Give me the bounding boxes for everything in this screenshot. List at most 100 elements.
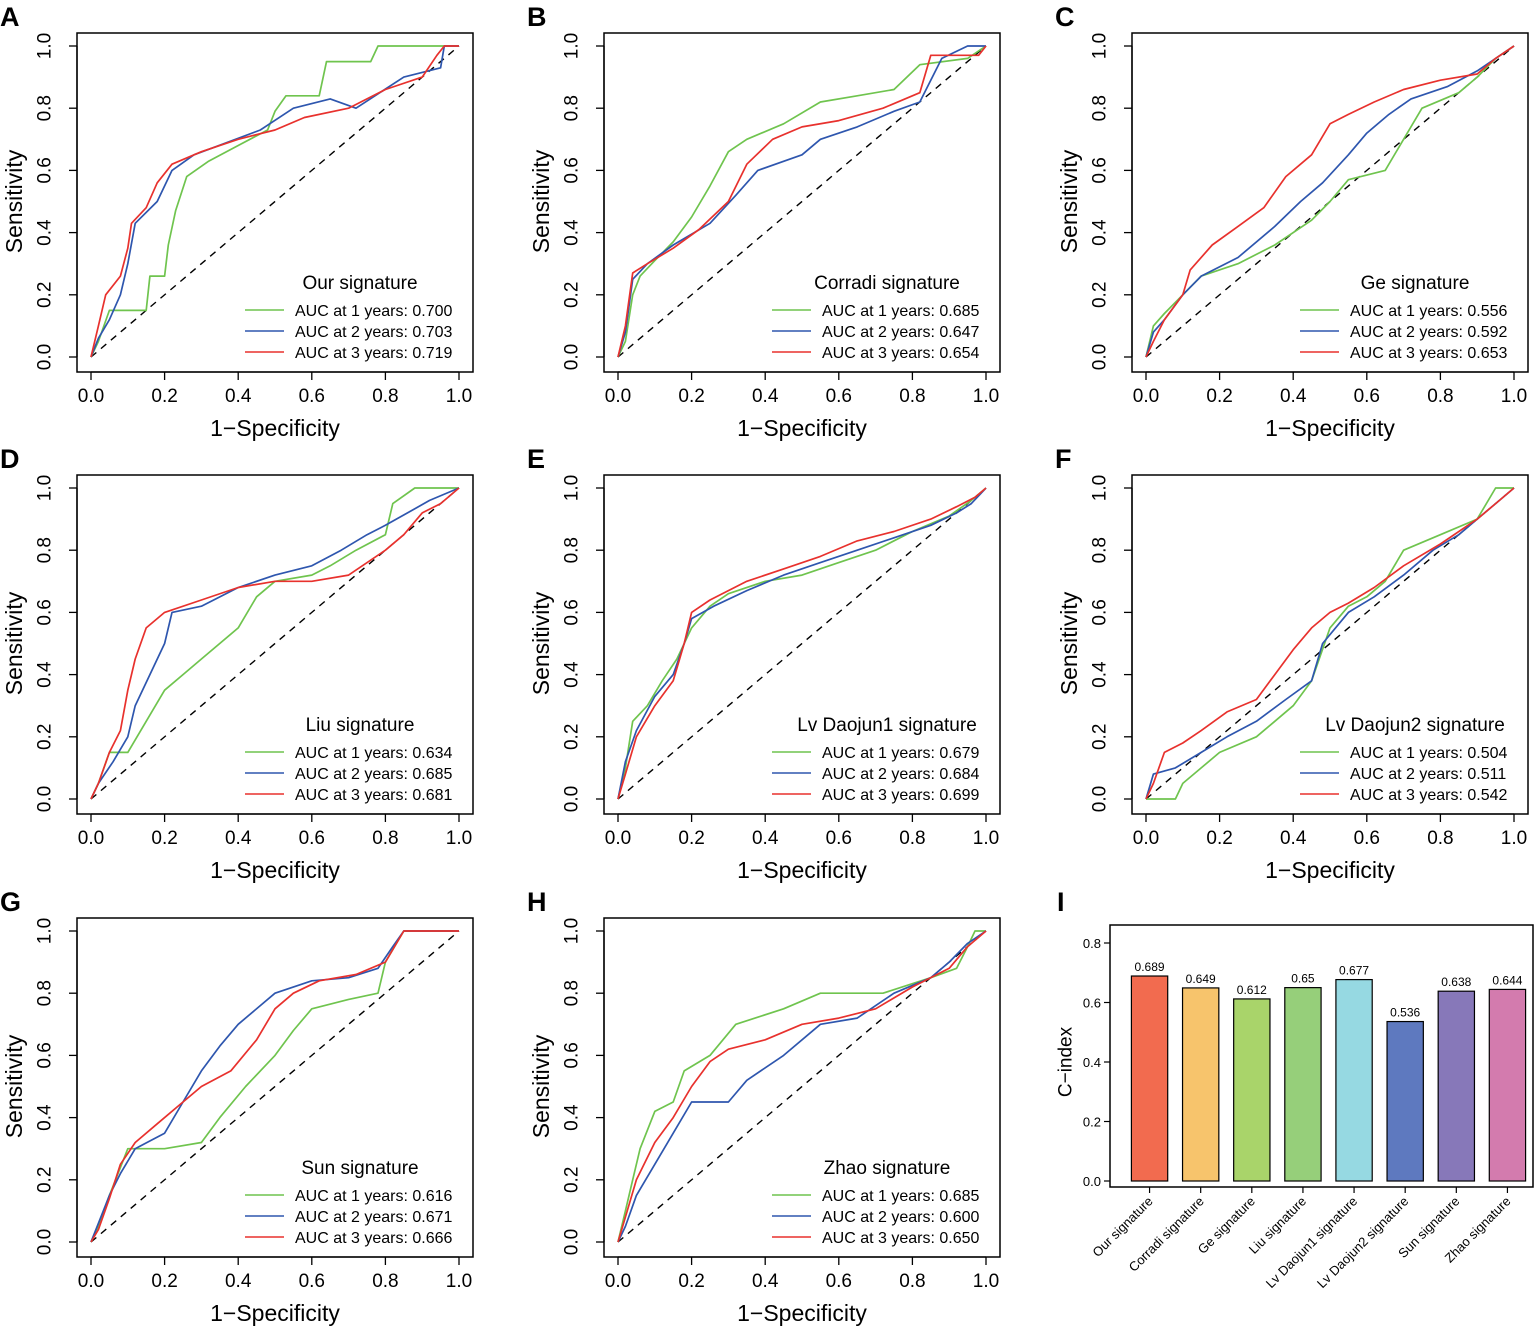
bar-6 <box>1386 1020 1424 1182</box>
panel-label: I <box>1057 887 1065 917</box>
x-axis-title: 1−Specificity <box>210 857 340 883</box>
roc-curve-year-1 <box>1146 487 1514 800</box>
legend-entry-year-1: AUC at 1 years: 0.616 <box>295 1188 453 1205</box>
roc-panel-g: G0.0 0.2 0.4 0.6 0.8 1.01−Specificity0.00.20.… <box>0 887 474 1326</box>
y-tick-label: 0.6 <box>562 599 583 625</box>
y-tick-label: 0.4 <box>35 1104 56 1131</box>
c-index-bar-chart: I0.00.20.40.60.8C−index0.6890.6490.6120.… <box>1056 887 1534 1291</box>
y-axis: 0.0 0.2 0.4 0.6 0.8 1.0 Sensitivity <box>1056 475 1133 812</box>
x-tick-label: 0.4 <box>1280 386 1307 407</box>
y-tick-label: 1.0 <box>1090 475 1111 501</box>
x-tick-label: 0.0 <box>78 386 104 407</box>
x-tick-label: 1.0 <box>973 386 999 407</box>
legend-entry-year-2: AUC at 2 years: 0.685 <box>295 766 453 783</box>
x-axis-title: 1−Specificity <box>737 1300 867 1326</box>
diagonal-reference-line <box>90 930 460 1243</box>
y-tick-label: 0.8 <box>562 95 583 121</box>
x-tick-label: 0.0 <box>78 828 104 849</box>
x-axis-title: 1−Specificity <box>210 415 340 441</box>
bar-2 <box>1181 987 1220 1182</box>
legend-entry-year-1: AUC at 1 years: 0.685 <box>822 303 980 320</box>
signature-title: Our signature <box>302 273 417 294</box>
y-axis-title: Sensitivity <box>1 149 27 253</box>
signature-title: Ge signature <box>1361 273 1470 294</box>
y-tick-label: 0.2 <box>562 1167 583 1193</box>
legend-entry-year-1: AUC at 1 years: 0.685 <box>822 1188 980 1205</box>
y-tick-label: 0.8 <box>562 980 583 1006</box>
x-tick-label: Lv Daojun2 signature <box>1314 1194 1411 1291</box>
bar-7 <box>1437 990 1476 1182</box>
legend: Lv Daojun1 signature AUC at 1 years: 0.67… <box>772 715 980 804</box>
bar-value-label: 0.677 <box>1339 964 1369 978</box>
bar-3 <box>1233 998 1271 1182</box>
diagonal-reference-line <box>1145 487 1515 800</box>
bar-value-label: 0.689 <box>1135 960 1165 974</box>
x-tick-label: 0.6 <box>299 1271 325 1292</box>
y-tick-label: 0.4 <box>1090 661 1111 688</box>
y-tick-label: 0.6 <box>562 157 583 183</box>
x-tick-label: 0.0 <box>605 386 631 407</box>
x-tick-label: 1.0 <box>973 1271 999 1292</box>
y-tick-label: 0.8 <box>1090 537 1111 563</box>
x-tick-label: 0.6 <box>1354 386 1380 407</box>
panel-label: B <box>527 2 547 32</box>
legend-entry-year-3: AUC at 3 years: 0.666 <box>295 1230 453 1247</box>
bar-8 <box>1488 988 1527 1182</box>
y-tick-label: 0.0 <box>562 786 583 812</box>
roc-curve-year-2 <box>617 487 987 800</box>
legend-entry-year-3: AUC at 3 years: 0.681 <box>295 787 453 804</box>
x-tick-label: 0.8 <box>899 1271 925 1292</box>
bar-4 <box>1284 987 1322 1182</box>
roc-curve-year-2 <box>1145 487 1515 800</box>
x-tick-label: 1.0 <box>973 828 999 849</box>
legend-entry-year-1: AUC at 1 years: 0.700 <box>295 303 453 320</box>
diagonal-reference-line <box>90 487 460 800</box>
x-axis-title: 1−Specificity <box>1265 857 1395 883</box>
y-tick-label: 0.8 <box>35 95 56 121</box>
y-tick-label: 1.0 <box>562 918 583 944</box>
panel-label: E <box>527 444 545 474</box>
bar-value-label: 0.644 <box>1492 973 1522 987</box>
legend-entry-year-1: AUC at 1 years: 0.634 <box>295 745 453 762</box>
x-tick-label: 0.2 <box>1206 828 1232 849</box>
y-tick-label: 0.2 <box>1090 282 1111 308</box>
legend: Liu signature AUC at 1 years: 0.634 AUC at… <box>245 715 453 804</box>
x-tick-label: 0.4 <box>752 1271 779 1292</box>
x-tick-label: 0.2 <box>1206 386 1232 407</box>
y-axis-title: C−index <box>1056 1026 1077 1097</box>
y-axis-title: Sensitivity <box>1 591 27 695</box>
y-tick-label: 1.0 <box>1090 33 1111 59</box>
legend-entry-year-3: AUC at 3 years: 0.653 <box>1350 345 1508 362</box>
x-tick-label: 0.2 <box>151 828 177 849</box>
legend: Corradi signature AUC at 1 years: 0.685 AU… <box>772 273 980 362</box>
y-tick-label: 0.2 <box>35 724 56 750</box>
y-axis-title: Sensitivity <box>528 1034 554 1138</box>
roc-curve-year-1 <box>617 45 987 358</box>
legend: Sun signature AUC at 1 years: 0.616 AUC at… <box>245 1158 453 1247</box>
signature-title: Sun signature <box>301 1158 418 1179</box>
y-tick-label: 0.0 <box>562 344 583 370</box>
y-tick-label: 0.2 <box>35 1167 56 1193</box>
legend-entry-year-1: AUC at 1 years: 0.556 <box>1350 303 1508 320</box>
y-axis-title: Sensitivity <box>1056 149 1082 253</box>
x-tick-label: 0.8 <box>372 1271 398 1292</box>
y-axis: 0.0 0.2 0.4 0.6 0.8 1.0 Sensitivity <box>1 475 78 812</box>
x-axis: 0.0 0.2 0.4 0.6 0.8 1.0 1−Specificity <box>78 813 472 883</box>
y-tick-label: 0.4 <box>35 661 56 688</box>
legend: Zhao signature AUC at 1 years: 0.685 AUC a… <box>772 1158 980 1247</box>
y-tick-label: 0.0 <box>562 1229 583 1255</box>
y-axis: 0.0 0.2 0.4 0.6 0.8 1.0 Sensitivity <box>528 475 605 812</box>
roc-curve-year-3 <box>1145 45 1515 358</box>
y-tick-label: 0.0 <box>35 1229 56 1255</box>
roc-curve-year-3 <box>1145 487 1515 800</box>
plot-frame <box>1109 924 1534 1188</box>
x-axis: 0.0 0.2 0.4 0.6 0.8 1.0 1−Specificity <box>605 371 999 441</box>
roc-curve-year-3 <box>90 930 459 1243</box>
y-tick-label: 0.4 <box>562 219 583 246</box>
x-axis-title: 1−Specificity <box>1265 415 1395 441</box>
legend-entry-year-2: AUC at 2 years: 0.671 <box>295 1209 453 1226</box>
y-tick-label: 0.8 <box>35 537 56 563</box>
x-tick-label: 0.2 <box>151 386 177 407</box>
